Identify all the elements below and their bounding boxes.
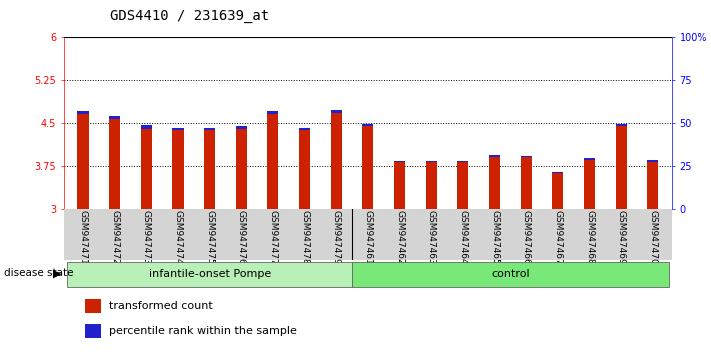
Text: control: control xyxy=(491,269,530,279)
Bar xyxy=(141,129,152,209)
Bar xyxy=(552,172,563,173)
Bar xyxy=(236,126,247,129)
Bar xyxy=(394,162,405,209)
Bar xyxy=(457,162,469,209)
Text: GSM947476: GSM947476 xyxy=(237,210,246,265)
Bar xyxy=(616,126,627,209)
Bar xyxy=(352,262,669,287)
Text: GDS4410 / 231639_at: GDS4410 / 231639_at xyxy=(110,9,269,23)
Text: GSM947470: GSM947470 xyxy=(648,210,658,265)
Text: GSM947472: GSM947472 xyxy=(110,210,119,264)
Bar xyxy=(584,160,595,209)
Bar xyxy=(426,161,437,162)
Text: GSM947475: GSM947475 xyxy=(205,210,214,265)
Bar xyxy=(520,157,532,209)
Text: GSM947474: GSM947474 xyxy=(173,210,183,264)
Text: GSM947466: GSM947466 xyxy=(522,210,530,265)
Bar xyxy=(141,125,152,129)
Bar xyxy=(520,156,532,158)
Text: GSM947463: GSM947463 xyxy=(427,210,436,265)
Bar xyxy=(109,116,120,119)
Text: GSM947462: GSM947462 xyxy=(395,210,404,264)
Bar xyxy=(426,162,437,209)
Text: GSM947468: GSM947468 xyxy=(585,210,594,265)
Text: percentile rank within the sample: percentile rank within the sample xyxy=(109,326,297,336)
Text: ▶: ▶ xyxy=(53,268,62,278)
Text: GSM947478: GSM947478 xyxy=(300,210,309,265)
Bar xyxy=(204,127,215,130)
Bar xyxy=(331,110,342,113)
Text: GSM947479: GSM947479 xyxy=(332,210,341,265)
Bar xyxy=(584,159,595,160)
Bar xyxy=(299,127,310,130)
Bar xyxy=(204,130,215,209)
Bar xyxy=(457,161,469,162)
Bar xyxy=(77,114,89,209)
Bar xyxy=(363,124,373,126)
Text: GSM947467: GSM947467 xyxy=(553,210,562,265)
Text: GSM947471: GSM947471 xyxy=(78,210,87,265)
Bar xyxy=(236,129,247,209)
Bar xyxy=(616,124,627,126)
Bar xyxy=(173,127,183,130)
Bar xyxy=(299,130,310,209)
Bar xyxy=(647,162,658,209)
Bar xyxy=(363,126,373,209)
Text: GSM947469: GSM947469 xyxy=(616,210,626,265)
Bar xyxy=(489,155,500,158)
Bar xyxy=(331,113,342,209)
Bar xyxy=(77,111,89,114)
Bar xyxy=(489,157,500,209)
Bar xyxy=(267,111,279,114)
Text: disease state: disease state xyxy=(4,268,73,278)
Bar xyxy=(394,161,405,162)
Bar xyxy=(109,119,120,209)
Text: infantile-onset Pompe: infantile-onset Pompe xyxy=(149,269,271,279)
Text: GSM947465: GSM947465 xyxy=(490,210,499,265)
Text: transformed count: transformed count xyxy=(109,301,213,311)
Bar xyxy=(267,114,279,209)
Bar xyxy=(647,160,658,162)
Bar xyxy=(67,262,352,287)
Bar xyxy=(552,173,563,209)
Text: GSM947477: GSM947477 xyxy=(269,210,277,265)
Text: GSM947473: GSM947473 xyxy=(141,210,151,265)
Bar xyxy=(173,130,183,209)
Text: GSM947464: GSM947464 xyxy=(459,210,467,264)
Text: GSM947461: GSM947461 xyxy=(363,210,373,265)
